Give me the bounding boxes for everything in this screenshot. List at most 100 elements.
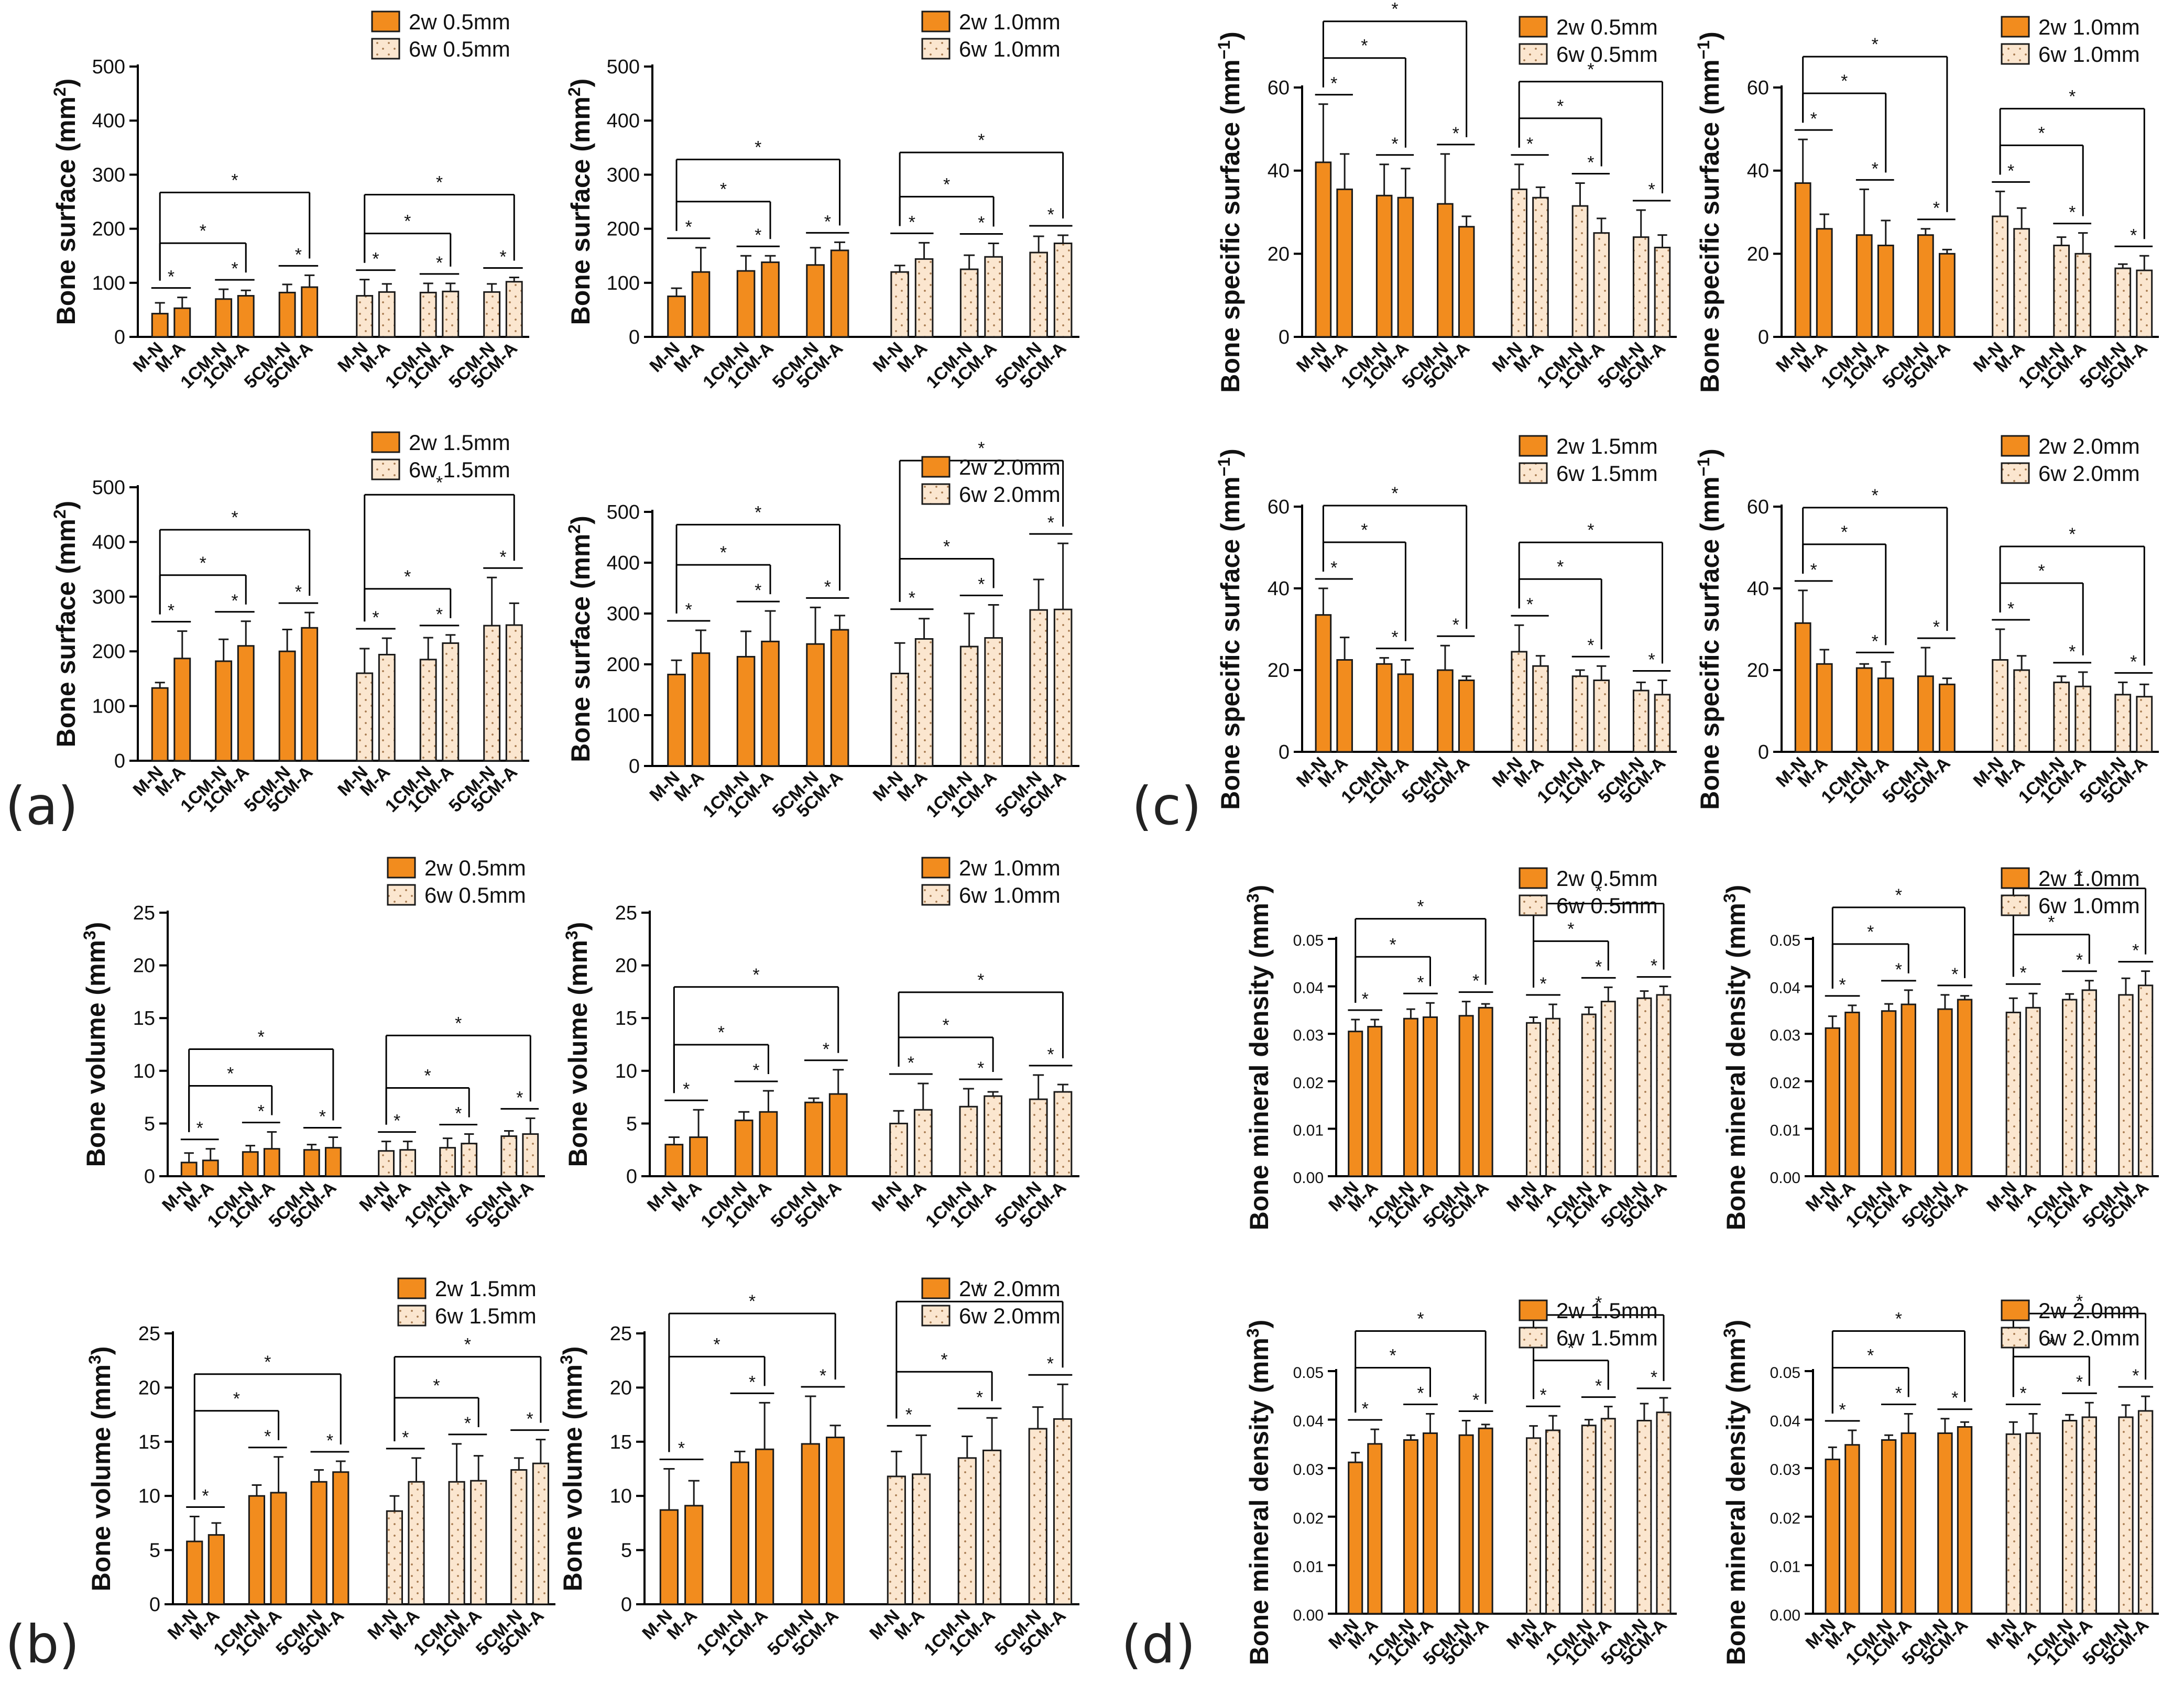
- legend-label: 6w 0.5mm: [1556, 42, 1658, 67]
- y-tick-label: 15: [138, 1431, 160, 1453]
- bar: [378, 653, 396, 762]
- bar: [2053, 681, 2070, 753]
- bar: [659, 1509, 679, 1605]
- y-tick-label: 0.01: [1770, 1122, 1800, 1139]
- y-tick-label: 15: [133, 1008, 155, 1030]
- significance-star: *: [755, 225, 761, 245]
- bar: [2136, 696, 2153, 753]
- y-tick-label: 40: [1268, 160, 1290, 182]
- bracket-star: *: [942, 1015, 949, 1035]
- bracket-star: *: [1595, 1293, 1602, 1313]
- bar: [419, 291, 437, 338]
- y-tick-label: 0.02: [1770, 1510, 1800, 1527]
- bracket-star: *: [752, 965, 759, 985]
- bracket-star: *: [2038, 123, 2045, 143]
- bracket-star: *: [233, 1389, 240, 1409]
- bar: [2013, 669, 2030, 753]
- y-axis-label: Bone surface (mm2): [565, 516, 595, 762]
- bar: [483, 291, 501, 338]
- significance-star: *: [231, 591, 238, 611]
- bar: [912, 1473, 931, 1605]
- x-tick-label: M-A: [663, 1606, 701, 1644]
- bar: [1367, 1026, 1383, 1177]
- bar: [984, 256, 1003, 338]
- y-tick-label: 60: [1747, 496, 1769, 518]
- bar: [1422, 1016, 1438, 1177]
- y-tick-label: 5: [144, 1113, 155, 1135]
- y-tick-label: 10: [138, 1485, 160, 1507]
- bar: [806, 264, 825, 338]
- y-tick-label: 40: [1747, 160, 1769, 182]
- significance-star: *: [755, 581, 761, 600]
- bar: [1593, 680, 1610, 753]
- bracket-star: *: [200, 221, 206, 241]
- legend-swatch-solid: [921, 10, 951, 32]
- legend-swatch-solid: [387, 857, 416, 879]
- y-tick-label: 0.00: [1293, 1169, 1324, 1187]
- legend-label: 2w 2.0mm: [959, 1276, 1061, 1301]
- significance-star: *: [2007, 161, 2014, 181]
- significance-star: *: [1047, 205, 1054, 225]
- bar: [173, 307, 191, 338]
- y-tick-label: 25: [133, 902, 155, 924]
- significance-star: *: [1933, 617, 1940, 637]
- y-tick-label: 0.05: [1770, 932, 1800, 949]
- bar: [801, 1443, 820, 1605]
- y-axis-label: Bone specific surface (mm−1): [1694, 31, 1724, 392]
- significance-star: *: [202, 1486, 209, 1506]
- bar: [1656, 994, 1672, 1177]
- significance-star: *: [1539, 974, 1546, 994]
- bar: [1458, 1434, 1474, 1615]
- bracket-star: *: [464, 1335, 471, 1355]
- bracket-star: *: [200, 553, 206, 573]
- bar: [1375, 194, 1393, 338]
- bar: [1877, 677, 1894, 753]
- significance-star: *: [455, 1104, 462, 1124]
- bracket-star: *: [2038, 561, 2045, 581]
- y-tick-label: 0.04: [1293, 1413, 1324, 1430]
- significance-star: *: [685, 600, 692, 620]
- bar: [984, 637, 1003, 767]
- bracket-star: *: [227, 1064, 234, 1083]
- significance-star: *: [2076, 950, 2083, 970]
- legend-label: 6w 0.5mm: [1556, 893, 1658, 918]
- y-tick-label: 25: [138, 1323, 160, 1345]
- y-tick-label: 60: [1268, 77, 1290, 99]
- y-tick-label: 0.02: [1293, 1075, 1324, 1092]
- significance-star: *: [685, 217, 692, 237]
- bar: [2005, 1011, 2022, 1177]
- significance-star: *: [1330, 74, 1337, 94]
- legend-swatch-solid: [921, 857, 951, 879]
- bar: [1348, 1461, 1363, 1615]
- bracket-star: *: [2069, 524, 2076, 544]
- bar: [151, 687, 169, 762]
- y-tick-label: 0.00: [1293, 1607, 1324, 1624]
- bracket-star: *: [258, 1027, 265, 1047]
- legend-label: 2w 1.0mm: [959, 9, 1061, 34]
- y-tick-label: 20: [133, 955, 155, 977]
- bar: [667, 295, 686, 338]
- y-tick-label: 10: [133, 1060, 155, 1082]
- bar: [755, 1448, 774, 1605]
- bracket-star: *: [2048, 1334, 2055, 1354]
- bar: [303, 1149, 320, 1177]
- y-tick-label: 0.03: [1293, 1461, 1324, 1479]
- significance-star: *: [1472, 1390, 1479, 1410]
- significance-star: *: [1047, 513, 1054, 533]
- chart-c1: 0 20 40 60 Bone specific surface (mm−1) * * * * *…: [1215, 0, 1677, 393]
- y-tick-label: 200: [92, 218, 125, 240]
- y-tick-label: 0.03: [1770, 1461, 1800, 1479]
- legend-swatch-dotted: [921, 38, 951, 60]
- bar: [1478, 1006, 1493, 1177]
- bar: [442, 290, 460, 338]
- bar: [734, 1119, 754, 1177]
- chart-d2: 0.00 0.01 0.02 0.03 0.04 0.05 Bone mineral den…: [1720, 866, 2159, 1232]
- y-tick-label: 500: [607, 56, 640, 78]
- y-tick-label: 10: [610, 1485, 632, 1507]
- bar: [1636, 997, 1652, 1177]
- y-tick-label: 300: [92, 586, 125, 608]
- bar: [1478, 1427, 1493, 1615]
- bar: [959, 268, 979, 338]
- x-tick-label: M-A: [670, 768, 708, 805]
- bar: [1053, 608, 1073, 767]
